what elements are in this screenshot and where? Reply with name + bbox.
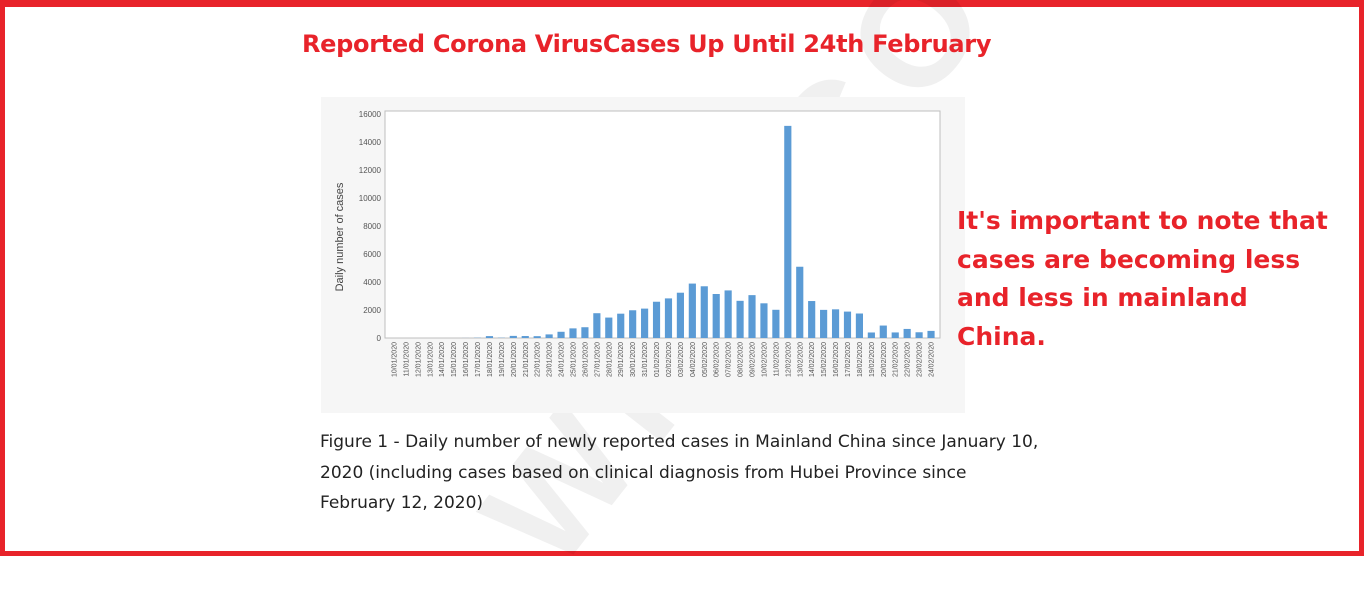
bar — [677, 293, 684, 338]
x-tick-label: 12/01/2020 — [415, 342, 422, 377]
y-tick-label: 8000 — [363, 222, 381, 231]
x-tick-label: 29/01/2020 — [618, 342, 625, 377]
x-tick-label: 10/01/2020 — [391, 342, 398, 377]
bar — [701, 286, 708, 338]
x-tick-label: 18/02/2020 — [857, 342, 864, 377]
x-tick-label: 10/02/2020 — [761, 342, 768, 377]
x-tick-label: 11/02/2020 — [773, 342, 780, 377]
x-tick-label: 21/01/2020 — [523, 342, 530, 377]
bar — [725, 290, 732, 338]
bar — [760, 303, 767, 338]
bar — [534, 336, 541, 338]
y-tick-label: 4000 — [363, 278, 381, 287]
x-tick-label: 01/02/2020 — [654, 342, 661, 377]
x-tick-label: 31/01/2020 — [642, 342, 649, 377]
bar — [510, 336, 517, 338]
x-tick-label: 07/02/2020 — [726, 342, 733, 377]
x-tick-label: 17/02/2020 — [845, 342, 852, 377]
bar — [581, 327, 588, 338]
bar — [653, 302, 660, 338]
y-tick-label: 12000 — [359, 166, 382, 175]
x-tick-label: 24/01/2020 — [559, 342, 566, 377]
x-tick-label: 02/02/2020 — [666, 342, 673, 377]
bar — [557, 332, 564, 338]
x-tick-label: 17/01/2020 — [475, 342, 482, 377]
x-tick-label: 21/02/2020 — [893, 342, 900, 377]
bar — [892, 332, 899, 338]
bar — [605, 318, 612, 338]
x-tick-label: 25/01/2020 — [570, 342, 577, 377]
bar — [772, 310, 779, 338]
x-tick-label: 18/01/2020 — [487, 342, 494, 377]
y-tick-label: 2000 — [363, 306, 381, 315]
bar — [737, 301, 744, 338]
bar — [748, 295, 755, 338]
x-tick-label: 15/02/2020 — [821, 342, 828, 377]
bar — [629, 310, 636, 338]
bar — [904, 329, 911, 338]
bar — [784, 126, 791, 338]
x-tick-label: 22/01/2020 — [535, 342, 542, 377]
x-tick-label: 22/02/2020 — [905, 342, 912, 377]
x-tick-label: 15/01/2020 — [451, 342, 458, 377]
y-tick-label: 6000 — [363, 250, 381, 259]
x-tick-label: 27/01/2020 — [594, 342, 601, 377]
bar — [856, 314, 863, 338]
bar — [832, 309, 839, 338]
bar — [927, 331, 934, 338]
bar — [593, 313, 600, 338]
y-tick-label: 16000 — [359, 110, 382, 119]
x-tick-label: 14/01/2020 — [439, 342, 446, 377]
x-tick-label: 13/01/2020 — [427, 342, 434, 377]
x-tick-label: 28/01/2020 — [606, 342, 613, 377]
bar — [665, 298, 672, 338]
y-tick-label: 10000 — [359, 194, 382, 203]
bar — [844, 312, 851, 338]
x-tick-label: 26/01/2020 — [582, 342, 589, 377]
x-tick-label: 05/02/2020 — [702, 342, 709, 377]
x-tick-label: 12/02/2020 — [785, 342, 792, 377]
bar — [689, 284, 696, 338]
x-tick-label: 19/01/2020 — [499, 342, 506, 377]
x-tick-label: 11/01/2020 — [403, 342, 410, 377]
headline: Reported Corona VirusCases Up Until 24th… — [302, 30, 991, 58]
x-tick-label: 08/02/2020 — [738, 342, 745, 377]
x-tick-label: 20/02/2020 — [881, 342, 888, 377]
x-tick-label: 04/02/2020 — [690, 342, 697, 377]
bar — [796, 267, 803, 338]
bar — [569, 328, 576, 338]
bar — [868, 332, 875, 338]
plot-area — [385, 111, 940, 338]
x-tick-label: 09/02/2020 — [750, 342, 757, 377]
bar — [617, 314, 624, 338]
x-tick-label: 24/02/2020 — [929, 342, 936, 377]
bar — [880, 326, 887, 338]
y-tick-label: 0 — [377, 334, 382, 343]
bar — [522, 336, 529, 338]
x-tick-label: 13/02/2020 — [797, 342, 804, 377]
x-tick-label: 16/01/2020 — [463, 342, 470, 377]
x-tick-label: 30/01/2020 — [630, 342, 637, 377]
y-tick-label: 14000 — [359, 138, 382, 147]
bar — [808, 301, 815, 338]
daily-cases-bar-chart: 0 2000 4000 6000 8000 10000 12000 14000 16000 10… — [321, 97, 965, 413]
bar — [546, 334, 553, 338]
y-axis-label: Daily number of cases — [334, 182, 346, 291]
x-tick-label: 16/02/2020 — [833, 342, 840, 377]
x-tick-label: 19/02/2020 — [869, 342, 876, 377]
x-tick-label: 23/01/2020 — [547, 342, 554, 377]
x-tick-label: 14/02/2020 — [809, 342, 816, 377]
x-tick-label: 06/02/2020 — [714, 342, 721, 377]
bar — [486, 336, 493, 338]
side-note: It's important to note that cases are be… — [957, 202, 1337, 356]
bar — [820, 310, 827, 338]
bar — [916, 332, 923, 338]
bar — [641, 309, 648, 338]
x-tick-label: 23/02/2020 — [917, 342, 924, 377]
bar — [713, 294, 720, 338]
figure-caption: Figure 1 - Daily number of newly reporte… — [320, 427, 1040, 519]
x-tick-label: 03/02/2020 — [678, 342, 685, 377]
x-tick-label: 20/01/2020 — [511, 342, 518, 377]
